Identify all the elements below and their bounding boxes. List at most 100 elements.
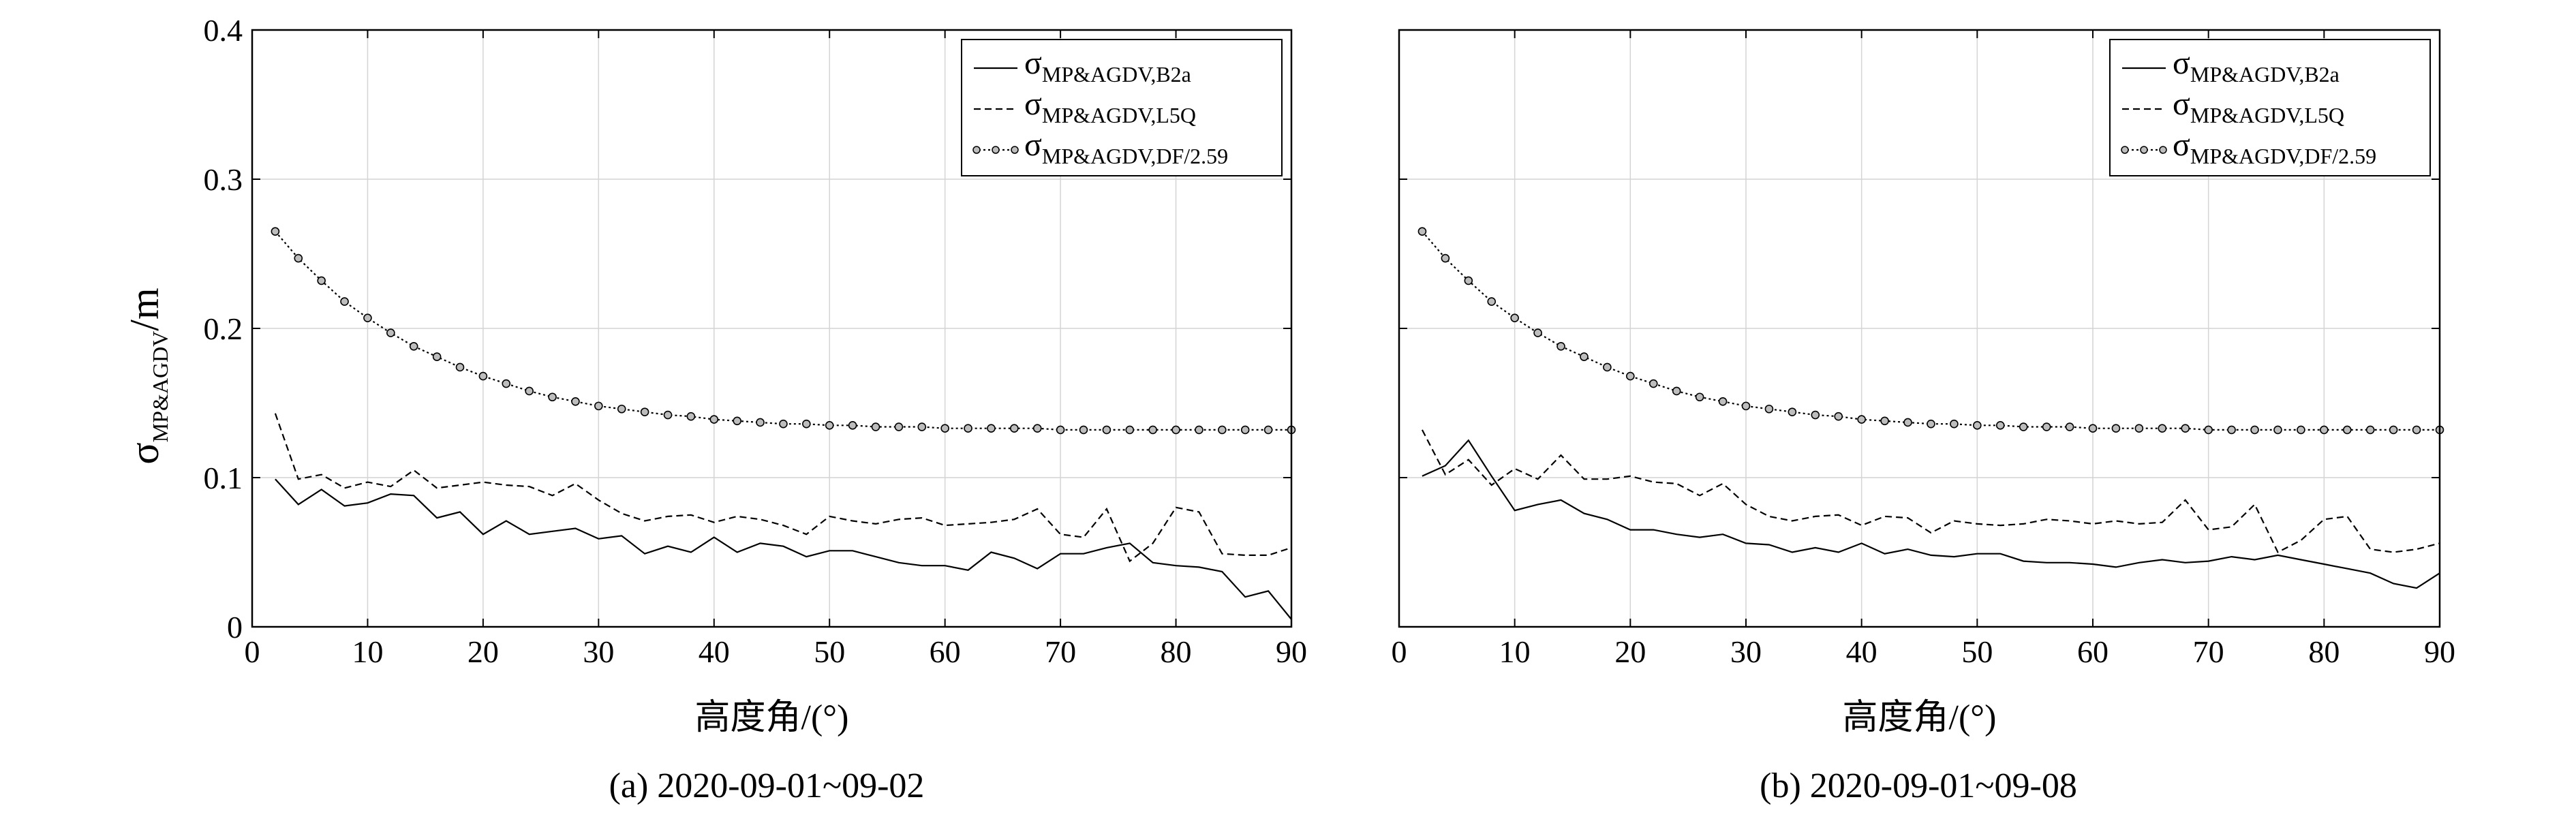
x-tick-label: 10 xyxy=(352,634,383,669)
y-tick-label: 0.2 xyxy=(204,311,243,346)
data-point-marker xyxy=(1880,416,1889,426)
x-tick-label: 60 xyxy=(930,634,961,669)
data-point-marker xyxy=(1834,412,1843,421)
data-point-marker xyxy=(987,424,996,433)
data-point-marker xyxy=(1857,415,1866,424)
data-point-marker xyxy=(917,422,927,431)
legend-label-symbol: σ xyxy=(1024,45,1042,81)
legend-label-subscript: MP&AGDV,DF/2.59 xyxy=(1042,144,1228,168)
y-tick-label: 0 xyxy=(227,610,243,645)
data-point-marker xyxy=(617,404,626,414)
data-point-marker xyxy=(2019,422,2028,431)
legend-label-subscript: MP&AGDV,B2a xyxy=(2190,62,2340,87)
data-point-marker xyxy=(1741,401,1751,411)
data-point-marker xyxy=(2065,422,2074,431)
data-point-marker xyxy=(871,422,880,431)
legend-label-symbol: σ xyxy=(2173,45,2190,81)
data-point-marker xyxy=(802,419,811,429)
x-tick-label: 0 xyxy=(245,634,260,669)
y-axis-label-unit: /m xyxy=(122,288,167,330)
legend-label: σMP&AGDV,B2a xyxy=(2173,45,2340,87)
data-point-marker xyxy=(1950,419,1959,429)
data-point-marker xyxy=(964,424,972,433)
legend-label-symbol: σ xyxy=(1024,127,1042,163)
x-tick-label: 90 xyxy=(2424,634,2455,669)
data-point-marker xyxy=(1718,397,1728,406)
legend-marker xyxy=(992,146,1000,154)
data-point-marker xyxy=(663,410,673,420)
data-point-marker xyxy=(2412,425,2421,435)
x-axis-label: 高度角/(°) xyxy=(1843,698,1997,737)
panel-caption: (a) 2020-09-01~09-02 xyxy=(609,766,925,805)
data-point-marker xyxy=(2320,425,2329,435)
x-tick-label: 10 xyxy=(1499,634,1531,669)
data-point-marker xyxy=(340,297,349,306)
legend-label-symbol: σ xyxy=(2173,86,2190,122)
panel-caption: (b) 2020-09-01~09-08 xyxy=(1760,766,2077,805)
data-point-marker xyxy=(1903,418,1912,427)
y-tick-label: 0.3 xyxy=(204,162,243,197)
data-point-marker xyxy=(640,407,649,416)
legend-label-symbol: σ xyxy=(2173,127,2190,163)
data-point-marker xyxy=(940,424,949,433)
x-axis-label: 高度角/(°) xyxy=(695,698,849,737)
y-tick-label: 0.4 xyxy=(204,13,243,48)
y-axis-label-subscript: MP&AGDV xyxy=(148,331,172,443)
legend-marker xyxy=(2159,146,2167,154)
data-point-marker xyxy=(1927,419,1935,429)
x-tick-label: 70 xyxy=(1045,634,1076,669)
x-tick-label: 0 xyxy=(1392,634,1407,669)
data-point-marker xyxy=(1079,425,1088,435)
series-line-mp-agdv-b2a xyxy=(275,478,1292,620)
data-point-marker xyxy=(2158,424,2167,433)
x-tick-label: 70 xyxy=(2193,634,2224,669)
series-line-mp-agdv-l5q xyxy=(274,413,1292,563)
data-point-marker xyxy=(1995,421,2005,430)
data-point-marker xyxy=(1788,407,1797,416)
data-point-marker xyxy=(1510,313,1519,322)
x-tick-label: 40 xyxy=(699,634,730,669)
data-point-marker xyxy=(1557,341,1565,351)
data-point-marker xyxy=(1441,253,1450,263)
data-point-marker xyxy=(1533,328,1542,337)
data-point-marker xyxy=(1263,425,1273,435)
data-point-marker xyxy=(1487,297,1497,306)
data-point-marker xyxy=(894,422,904,431)
x-tick-label: 50 xyxy=(814,634,845,669)
legend-marker xyxy=(972,146,981,154)
legend-label: σMP&AGDV,B2a xyxy=(1024,45,1191,87)
data-point-marker xyxy=(571,397,580,406)
data-point-marker xyxy=(594,401,603,411)
data-point-marker xyxy=(2297,425,2305,435)
x-tick-label: 80 xyxy=(2308,634,2340,669)
x-tick-label: 60 xyxy=(2077,634,2109,669)
data-point-marker xyxy=(1171,425,1180,435)
data-point-marker xyxy=(1010,424,1019,433)
data-point-marker xyxy=(779,419,788,429)
data-point-marker xyxy=(363,313,372,322)
data-point-marker xyxy=(317,276,326,285)
data-point-marker xyxy=(1032,424,1042,433)
series-line-mp-agdv-b2a xyxy=(1422,439,2440,589)
chart-panel-b: 0 10 20 30 40 50 60 70 80 90 高度角/(°) (b) 2020-09-01… xyxy=(1392,29,2455,805)
series-line-mp-agdv-df-2-59 xyxy=(1422,230,2440,431)
legend-label-symbol: σ xyxy=(1024,86,1042,122)
data-point-marker xyxy=(2389,425,2398,435)
data-point-marker xyxy=(1626,371,1635,381)
legend-label: σMP&AGDV,DF/2.59 xyxy=(1024,127,1228,168)
data-point-marker xyxy=(1195,425,1203,435)
x-tick-label: 80 xyxy=(1161,634,1192,669)
data-point-marker xyxy=(2227,425,2236,435)
data-point-marker xyxy=(455,362,465,372)
legend-label: σMP&AGDV,DF/2.59 xyxy=(2173,127,2376,168)
data-point-marker xyxy=(1649,379,1658,388)
legend-marker xyxy=(1011,146,1019,154)
data-point-marker xyxy=(2342,425,2352,435)
data-point-marker xyxy=(1580,352,1589,361)
legend-marker xyxy=(2140,146,2148,154)
data-point-marker xyxy=(2111,424,2121,433)
chart-panel-a: 0 10 20 30 40 50 60 70 80 90 0 0.1 0.2 0.3 0.4 高度角/(°) (… xyxy=(204,13,1308,805)
